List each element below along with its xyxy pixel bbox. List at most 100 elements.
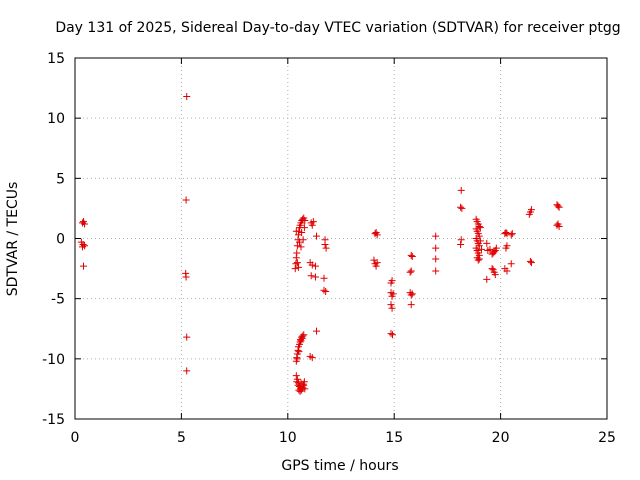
data-point [300,331,308,339]
data-point [507,260,515,268]
data-point [503,242,511,250]
data-point [554,202,562,210]
data-point [313,232,321,240]
data-point [182,273,190,281]
y-tick-label: 0 [56,232,65,248]
data-point [300,378,308,386]
data-point [407,251,415,259]
data-point [307,272,315,280]
data-point [183,93,191,101]
data-point [308,354,316,362]
data-point [408,253,416,261]
data-point [502,228,510,236]
data-point [297,379,305,387]
data-point [296,387,304,395]
data-point [432,232,440,240]
y-tick-label: 5 [56,171,65,187]
y-tick-label: 15 [47,51,65,67]
data-point [292,260,300,268]
data-point [458,204,466,212]
data-point [78,243,86,251]
data-point [373,259,381,267]
data-point [406,268,414,276]
data-point [293,355,301,363]
x-tick-labels: 0 5 10 15 20 25 [71,430,616,446]
data-point [308,261,316,269]
data-point [301,385,309,393]
data-point [388,331,396,339]
data-point [81,220,89,228]
data-point [432,267,440,275]
data-point [457,236,465,244]
data-point [483,275,491,283]
data-point [490,248,498,256]
data-point [293,378,301,386]
x-tick-label: 10 [279,430,297,446]
data-point [293,259,301,267]
data-point [297,243,305,251]
data-point [432,255,440,263]
y-tick-label: 10 [47,111,65,127]
data-point [407,291,415,299]
data-point [308,221,316,229]
data-point [292,227,300,235]
data-point [389,290,397,298]
data-point [477,245,485,253]
data-point [321,241,329,249]
data-point [476,224,484,232]
data-point [182,196,190,204]
data-point [299,236,307,244]
data-point [408,290,416,298]
data-point [320,286,328,294]
data-point [474,256,482,264]
data-point [387,301,395,309]
data-point [322,287,330,295]
data-point [301,216,309,224]
data-point [526,257,534,265]
data-point [295,348,303,356]
y-axis-label: SDTVAR / TECUs [5,182,21,297]
data-point [372,262,380,270]
y-tick-label: -15 [42,412,65,428]
data-points [77,93,563,395]
data-point [291,265,299,273]
data-point [507,231,515,239]
data-point [503,267,511,275]
data-point [388,304,396,312]
data-point [432,244,440,252]
data-point [488,265,496,273]
data-point [313,327,321,335]
y-tick-label: -5 [51,292,65,308]
data-point [457,203,465,211]
data-point [183,333,191,341]
data-point [293,249,301,257]
x-tick-label: 20 [492,430,510,446]
data-point [80,262,88,270]
grid [75,58,607,419]
data-point [300,224,308,232]
x-tick-label: 5 [177,430,186,446]
data-point [295,386,303,394]
data-point [292,372,300,380]
data-point [476,237,484,245]
data-point [373,231,381,239]
data-point [486,245,494,253]
data-point [457,241,465,249]
data-point [298,334,306,342]
x-tick-label: 25 [598,430,616,446]
data-point [492,244,500,252]
data-point [555,222,563,230]
chart-title: Day 131 of 2025, Sidereal Day-to-day VTE… [55,20,620,36]
data-point [311,262,319,270]
data-point [293,242,301,250]
data-point [508,230,516,238]
data-point [309,218,317,226]
data-point [491,271,499,279]
data-point [388,277,396,285]
data-point [483,239,491,247]
y-tick-label: -10 [42,352,65,368]
data-point [407,301,415,309]
data-point [555,203,563,211]
x-axis-label: GPS time / hours [281,458,398,474]
